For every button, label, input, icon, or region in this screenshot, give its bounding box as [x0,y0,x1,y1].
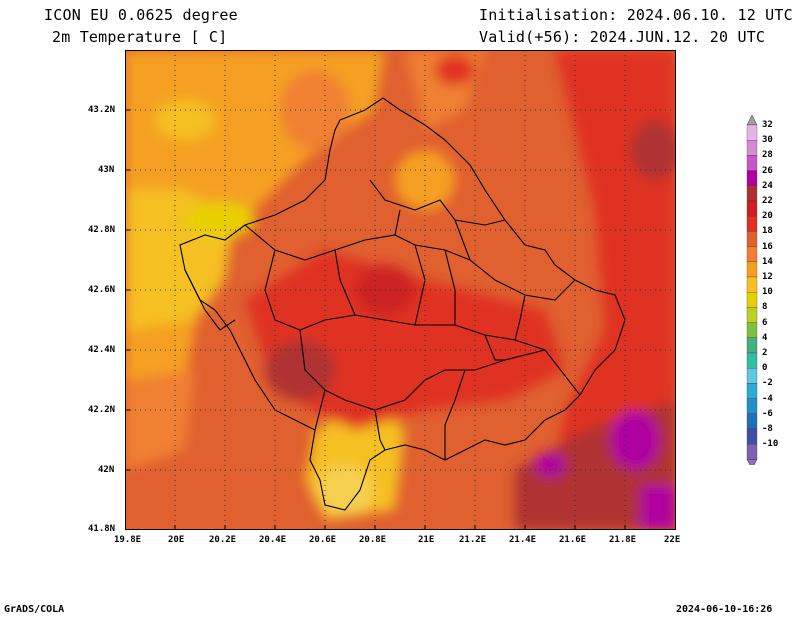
colorbar-label: -4 [762,393,773,404]
colorbar-label: 26 [762,165,773,176]
colorbar-swatch [746,216,758,232]
x-tick-label: 21E [418,535,435,545]
y-tick-label: 43N [98,165,115,175]
x-tick-label: 19.8E [114,535,142,545]
colorbar-label: 8 [762,302,768,313]
colorbar-label: 28 [762,150,773,161]
init-time: Initialisation: 2024.06.10. 12 UTC [479,6,793,24]
colorbar-bottom-arrow [746,459,758,465]
border-lines [179,97,626,511]
colorbar-label: -2 [762,378,773,389]
colorbar-label: -10 [762,439,779,450]
footer-left: GrADS/COLA [4,604,65,615]
x-tick-label: 21.6E [559,535,587,545]
colorbar-label: 20 [762,211,773,222]
colorbar-swatch [746,444,758,460]
x-tick-label: 22E [664,535,681,545]
valid-time: Valid(+56): 2024.JUN.12. 20 UTC [479,28,766,46]
colorbar-label: 22 [762,196,773,206]
colorbar-swatch [746,352,758,369]
footer-right: 2024-06-10-16:26 [676,604,773,615]
colorbar-swatch [746,246,758,262]
x-tick-label: 20.4E [259,535,287,545]
map-canvas [125,50,680,530]
x-tick-label: 21.8E [609,535,637,545]
y-tick-label: 42.4N [88,345,116,355]
colorbar-swatch [746,155,758,171]
colorbar-label: 2 [762,348,768,358]
x-tick-label: 20.6E [309,535,337,545]
colorbar-label: 12 [762,272,773,282]
colorbar-swatch [746,185,758,202]
x-tick-label: 20.8E [359,535,387,545]
colorbar-label: 24 [762,180,773,191]
colorbar-label: 4 [762,332,768,343]
colorbar-swatch [746,124,758,141]
model-title: ICON EU 0.0625 degree [44,6,238,24]
colorbar-label: 10 [762,287,773,298]
x-tick-label: 20.2E [209,535,237,545]
colorbar-swatch [746,413,758,430]
colorbar-swatch [746,170,758,186]
y-tick-label: 42.2N [88,405,116,415]
y-tick-label: 42N [98,465,115,475]
y-tick-label: 42.8N [88,225,116,235]
colorbar-swatch [746,276,758,293]
colorbar-swatch [746,368,758,384]
colorbar-label: 14 [762,256,773,267]
colorbar-swatch [746,383,758,399]
colorbar-swatch [746,261,758,278]
colorbar-swatch [746,428,758,445]
colorbar-top-arrow [746,115,758,126]
colorbar-label: 30 [762,135,773,146]
y-tick-label: 42.6N [88,285,116,295]
colorbar-swatch [746,337,758,354]
colorbar-label: 6 [762,317,768,328]
lat-lon-grid [125,50,676,530]
colorbar-label: -6 [762,408,773,419]
colorbar-swatch [746,200,758,217]
colorbar-swatch [746,231,758,247]
y-tick-label: 41.8N [88,524,116,534]
variable-title: 2m Temperature [ C] [52,28,228,46]
colorbar-swatch [746,398,758,414]
colorbar-label: -8 [762,424,773,434]
colorbar [746,115,758,465]
colorbar-swatch [746,292,758,308]
colorbar-swatch [746,140,758,156]
colorbar-label: 18 [762,226,773,237]
colorbar-swatch [746,322,758,338]
x-tick-label: 20E [168,535,185,545]
colorbar-label: 0 [762,363,768,374]
y-tick-label: 43.2N [88,105,116,115]
x-tick-label: 21.4E [509,535,537,545]
colorbar-label: 32 [762,120,773,130]
colorbar-label: 16 [762,241,773,252]
temperature-map [125,50,680,530]
x-tick-label: 21.2E [459,535,487,545]
plot-frame [125,50,676,530]
colorbar-swatch [746,307,758,323]
